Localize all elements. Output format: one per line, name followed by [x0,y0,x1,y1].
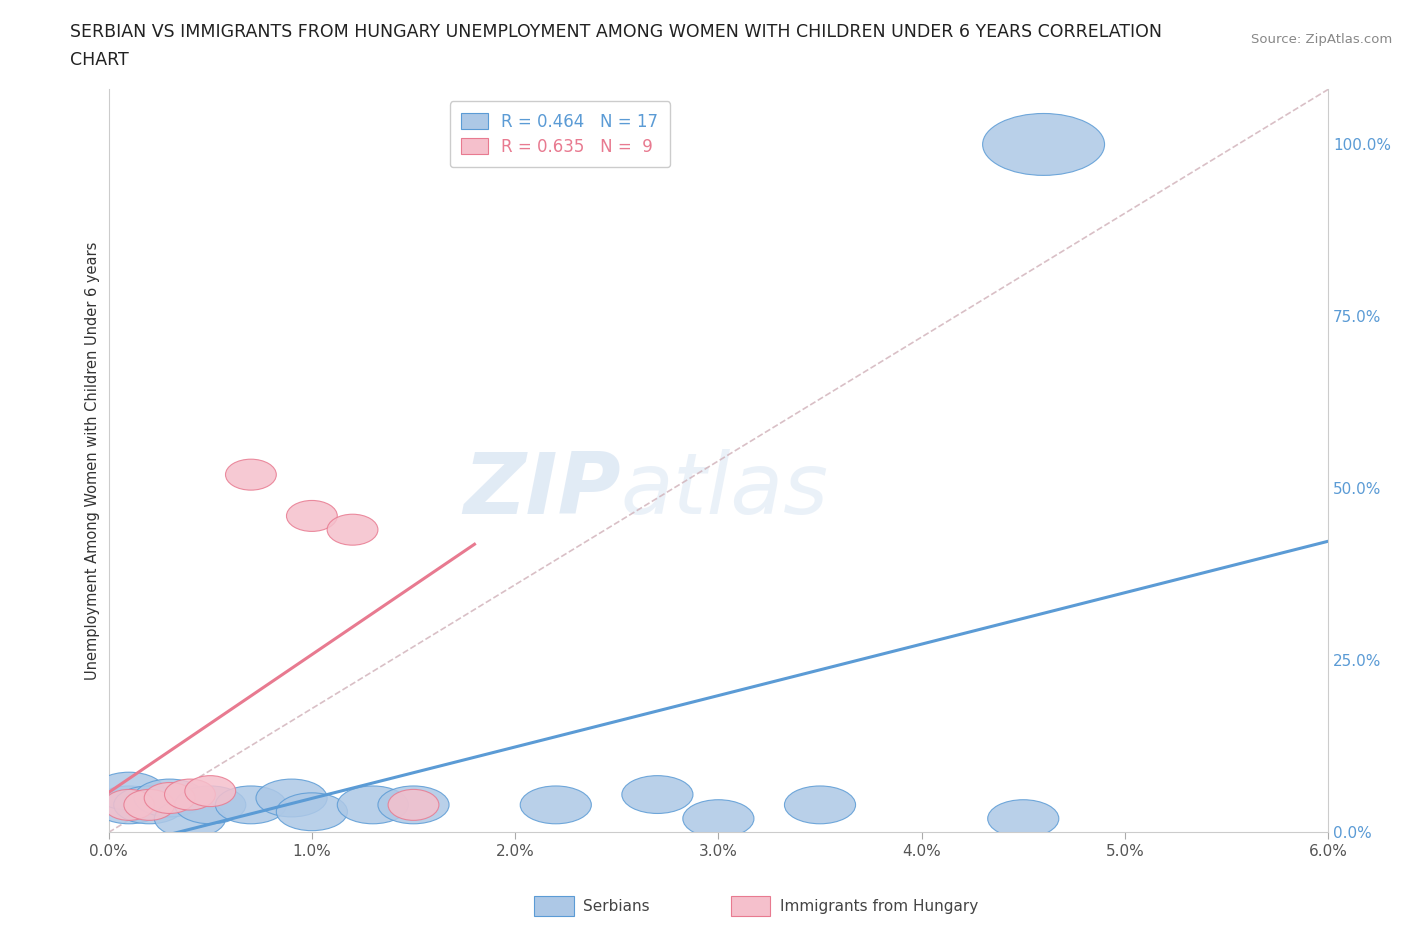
Ellipse shape [287,500,337,531]
Ellipse shape [277,793,347,830]
Ellipse shape [683,800,754,838]
Ellipse shape [388,790,439,820]
Ellipse shape [215,786,287,824]
Text: Immigrants from Hungary: Immigrants from Hungary [780,899,979,914]
Ellipse shape [114,786,184,824]
Ellipse shape [987,800,1059,838]
Ellipse shape [328,514,378,545]
Ellipse shape [93,786,165,824]
Ellipse shape [184,776,236,806]
Text: Serbians: Serbians [583,899,650,914]
Ellipse shape [378,786,449,824]
Text: ZIP: ZIP [463,449,621,532]
Legend: R = 0.464   N = 17, R = 0.635   N =  9: R = 0.464 N = 17, R = 0.635 N = 9 [450,101,671,167]
Ellipse shape [165,779,215,810]
Ellipse shape [104,790,155,820]
Ellipse shape [621,776,693,814]
Ellipse shape [93,772,165,810]
Ellipse shape [983,113,1105,176]
Text: CHART: CHART [70,51,129,69]
Ellipse shape [225,459,277,490]
Text: SERBIAN VS IMMIGRANTS FROM HUNGARY UNEMPLOYMENT AMONG WOMEN WITH CHILDREN UNDER : SERBIAN VS IMMIGRANTS FROM HUNGARY UNEMP… [70,23,1163,41]
Text: Source: ZipAtlas.com: Source: ZipAtlas.com [1251,33,1392,46]
Ellipse shape [337,786,408,824]
Ellipse shape [520,786,592,824]
Ellipse shape [145,782,195,814]
Ellipse shape [155,800,225,838]
Ellipse shape [134,779,205,817]
Ellipse shape [124,790,174,820]
Y-axis label: Unemployment Among Women with Children Under 6 years: Unemployment Among Women with Children U… [86,242,100,680]
Text: atlas: atlas [621,449,828,532]
Ellipse shape [785,786,856,824]
Ellipse shape [174,786,246,824]
Ellipse shape [256,779,328,817]
